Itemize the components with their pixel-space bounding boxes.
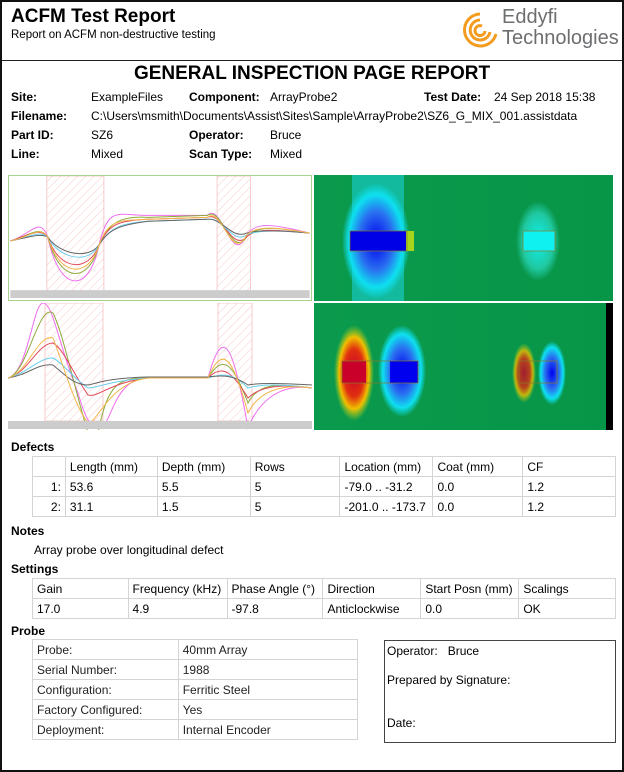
table-row: Deployment: Internal Encoder [32,719,359,740]
bz-heatmap [314,303,613,430]
probe-heading: Probe [11,624,46,638]
table-row: 1: 53.6 5.5 5 -79.0 .. -31.2 0.0 1.2 [32,476,616,497]
header-cell: Rows [249,456,341,477]
cell: -79.0 .. -31.2 [339,476,434,497]
header-cell: Gain [32,578,129,599]
logo-text: Eddyfi Technologies [502,6,619,49]
cell: 0.0 [420,598,520,619]
cell: 1.2 [522,496,616,517]
probe-table: Probe: 40mm Array Serial Number: 1988 Conf… [32,639,359,740]
cell: 5.5 [156,476,251,497]
defects-table: Length (mm) Depth (mm) Rows Location (mm… [32,456,616,517]
table-row: Probe: 40mm Array [32,639,359,660]
scan-type-label: Scan Type: [189,147,253,161]
cell: 1.5 [156,496,251,517]
header-cell: Scalings [518,578,616,599]
header-cell [32,456,66,477]
table-header-row: Length (mm) Depth (mm) Rows Location (mm… [32,456,616,477]
header-cell: Depth (mm) [156,456,251,477]
header-cell: Start Posn (mm) [420,578,520,599]
site-value: ExampleFiles [91,90,164,104]
prepared-by-label: Prepared by Signature: [387,673,511,687]
test-date-label: Test Date: [424,90,482,104]
filename-label: Filename: [11,109,68,123]
cell: 5 [249,476,341,497]
sig-operator-label: Operator: [387,644,438,658]
table-row: Serial Number: 1988 [32,659,359,680]
bz-trace-plot [8,303,312,430]
header-cell: Location (mm) [339,456,434,477]
settings-table: Gain Frequency (kHz) Phase Angle (°) Dir… [32,578,616,619]
cell: -97.8 [226,598,324,619]
cell: Probe: [32,639,179,660]
cell: OK [518,598,616,619]
operator-label: Operator: [189,128,244,142]
component-value: ArrayProbe2 [270,90,338,104]
cell: 1988 [177,659,359,680]
cell: 2: [32,496,66,517]
cell: Serial Number: [32,659,179,680]
cell: 1: [32,476,66,497]
test-date-value: 24 Sep 2018 15:38 [494,90,596,104]
bx-trace-plot [8,175,312,301]
cell: Yes [177,699,359,720]
cell: 5 [249,496,341,517]
cell: 31.1 [64,496,158,517]
table-row: Configuration: Ferritic Steel [32,679,359,700]
report-subtitle: Report on ACFM non-destructive testing [11,29,216,41]
site-label: Site: [11,90,38,104]
cell: 40mm Array [177,639,359,660]
eddyfi-logo-icon [463,12,498,48]
notes-heading: Notes [11,524,45,538]
defects-heading: Defects [11,440,55,454]
line-label: Line: [11,147,40,161]
line-value: Mixed [91,147,124,161]
settings-heading: Settings [11,562,59,576]
report-heading: ACFM Test Report [11,6,176,27]
cell: 0.0 [432,476,524,497]
signature-box: Operator: Bruce Prepared by Signature: D… [384,640,616,743]
cell: Anticlockwise [322,598,422,619]
cell: Factory Configured: [32,699,179,720]
cell: 1.2 [522,476,616,497]
part-id-value: SZ6 [91,128,114,142]
cell: Configuration: [32,679,179,700]
divider [2,60,622,61]
cell: Deployment: [32,719,179,740]
page-title: GENERAL INSPECTION PAGE REPORT [133,63,491,84]
notes-text: Array probe over longitudinal defect [34,543,224,557]
cell: -201.0 .. -173.7 [339,496,434,517]
operator-value: Bruce [270,128,302,142]
cell: Ferritic Steel [177,679,359,700]
table-row: 17.0 4.9 -97.8 Anticlockwise 0.0 OK [32,598,616,619]
cell: Internal Encoder [177,719,359,740]
cell: 17.0 [32,598,129,619]
cell: 53.6 [64,476,158,497]
scan-type-value: Mixed [270,147,303,161]
header-cell: Frequency (kHz) [127,578,228,599]
header-cell: Length (mm) [64,456,158,477]
header-cell: Coat (mm) [432,456,524,477]
component-label: Component: [189,90,260,104]
bx-heatmap [314,175,613,301]
filename-value: C:\Users\msmith\Documents\Assist\Sites\S… [91,109,578,123]
table-header-row: Gain Frequency (kHz) Phase Angle (°) Dir… [32,578,616,599]
cell: 0.0 [432,496,524,517]
date-label: Date: [387,716,416,730]
sig-operator-value: Bruce [447,644,480,658]
table-row: 2: 31.1 1.5 5 -201.0 .. -173.7 0.0 1.2 [32,496,616,517]
part-id-label: Part ID: [11,128,54,142]
cell: 4.9 [127,598,228,619]
header-cell: Phase Angle (°) [226,578,324,599]
header-cell: CF [522,456,616,477]
header-cell: Direction [322,578,422,599]
table-row: Factory Configured: Yes [32,699,359,720]
